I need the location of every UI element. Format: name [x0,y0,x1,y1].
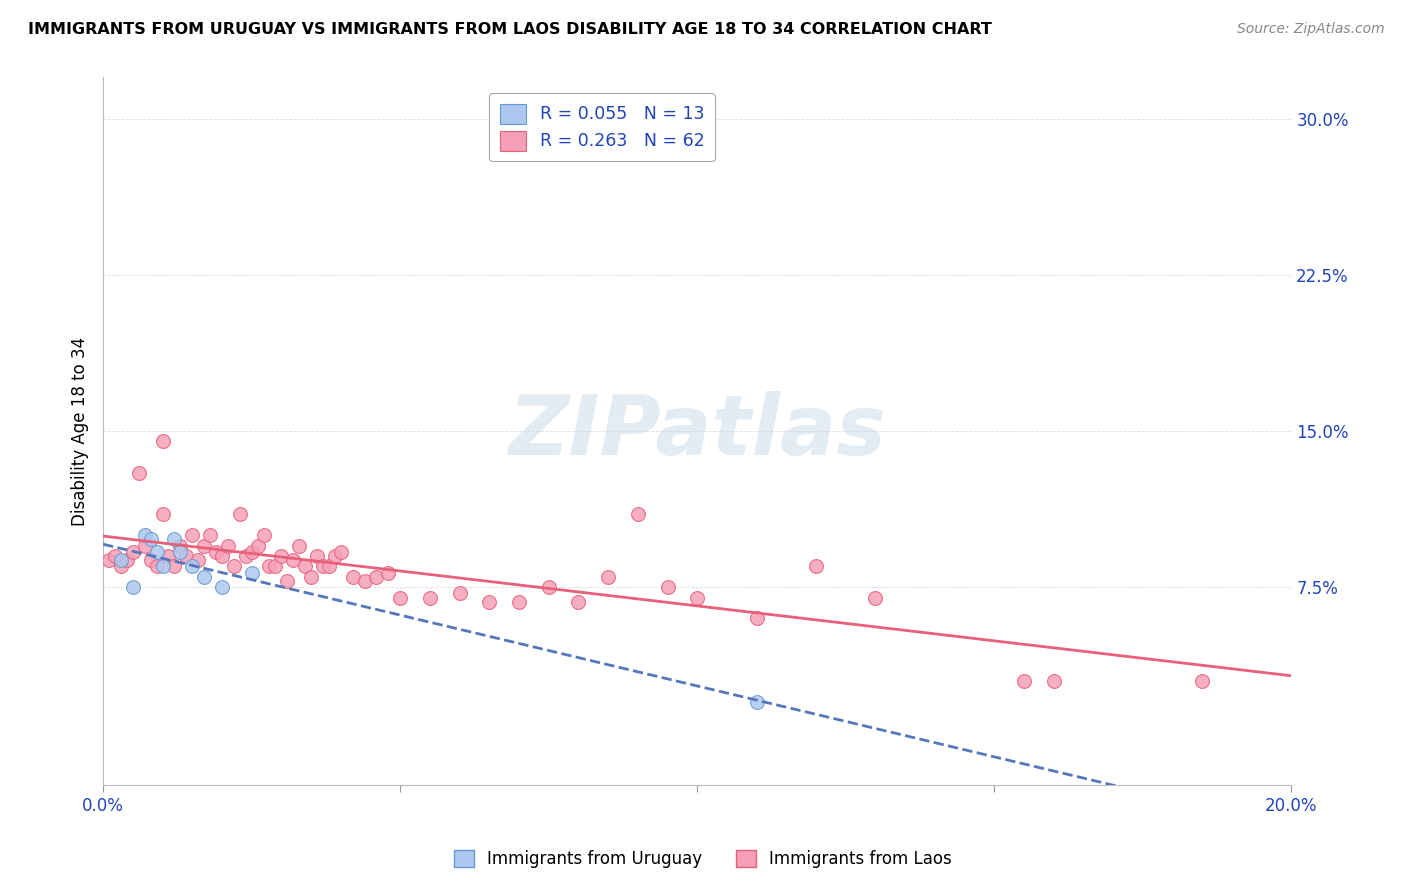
Point [128,466,150,480]
Point [1012,673,1035,688]
Point [211,549,233,563]
Point [264,559,287,574]
Point [217,539,239,553]
Point [657,580,679,594]
Point [240,545,263,559]
Point [121,580,143,594]
Point [139,553,162,567]
Point [305,549,328,563]
Point [366,570,388,584]
Point [229,508,252,522]
Point [745,611,768,625]
Point [318,559,340,574]
Point [163,533,186,547]
Point [288,539,311,553]
Point [419,591,441,605]
Point [181,528,204,542]
Point [252,528,274,542]
Point [104,549,127,563]
Point [152,434,174,449]
Point [745,694,768,708]
Point [145,559,167,574]
Point [804,559,827,574]
Point [145,545,167,559]
Point [134,528,156,542]
Point [157,549,180,563]
Point [270,549,292,563]
Point [176,549,198,563]
Point [567,595,589,609]
Point [342,570,364,584]
Point [312,559,335,574]
Point [283,553,305,567]
Point [152,559,174,574]
Point [163,559,186,574]
Legend: R = 0.055   N = 13, R = 0.263   N = 62: R = 0.055 N = 13, R = 0.263 N = 62 [489,93,714,161]
Point [323,549,346,563]
Legend: Immigrants from Uruguay, Immigrants from Laos: Immigrants from Uruguay, Immigrants from… [447,843,959,875]
Point [152,508,174,522]
Point [115,553,138,567]
Point [240,566,263,580]
Point [222,559,245,574]
Point [329,545,352,559]
Point [276,574,298,588]
Point [98,553,121,567]
Point [508,595,530,609]
Text: ZIPatlas: ZIPatlas [509,391,886,472]
Point [1191,673,1213,688]
Point [627,508,650,522]
Point [478,595,501,609]
Point [598,570,620,584]
Point [181,559,204,574]
Point [259,559,281,574]
Point [193,570,215,584]
Text: Source: ZipAtlas.com: Source: ZipAtlas.com [1237,22,1385,37]
Text: IMMIGRANTS FROM URUGUAY VS IMMIGRANTS FROM LAOS DISABILITY AGE 18 TO 34 CORRELAT: IMMIGRANTS FROM URUGUAY VS IMMIGRANTS FR… [28,22,993,37]
Point [235,549,257,563]
Point [193,539,215,553]
Point [377,566,399,580]
Point [198,528,221,542]
Point [169,539,191,553]
Point [865,591,887,605]
Point [449,586,471,600]
Point [211,580,233,594]
Point [389,591,412,605]
Point [686,591,709,605]
Point [205,545,228,559]
Y-axis label: Disability Age 18 to 34: Disability Age 18 to 34 [72,336,89,525]
Point [1042,673,1064,688]
Point [121,545,143,559]
Point [353,574,375,588]
Point [110,553,132,567]
Point [139,533,162,547]
Point [294,559,316,574]
Point [110,559,132,574]
Point [134,539,156,553]
Point [537,580,560,594]
Point [246,539,269,553]
Point [187,553,209,567]
Point [299,570,322,584]
Point [169,545,191,559]
